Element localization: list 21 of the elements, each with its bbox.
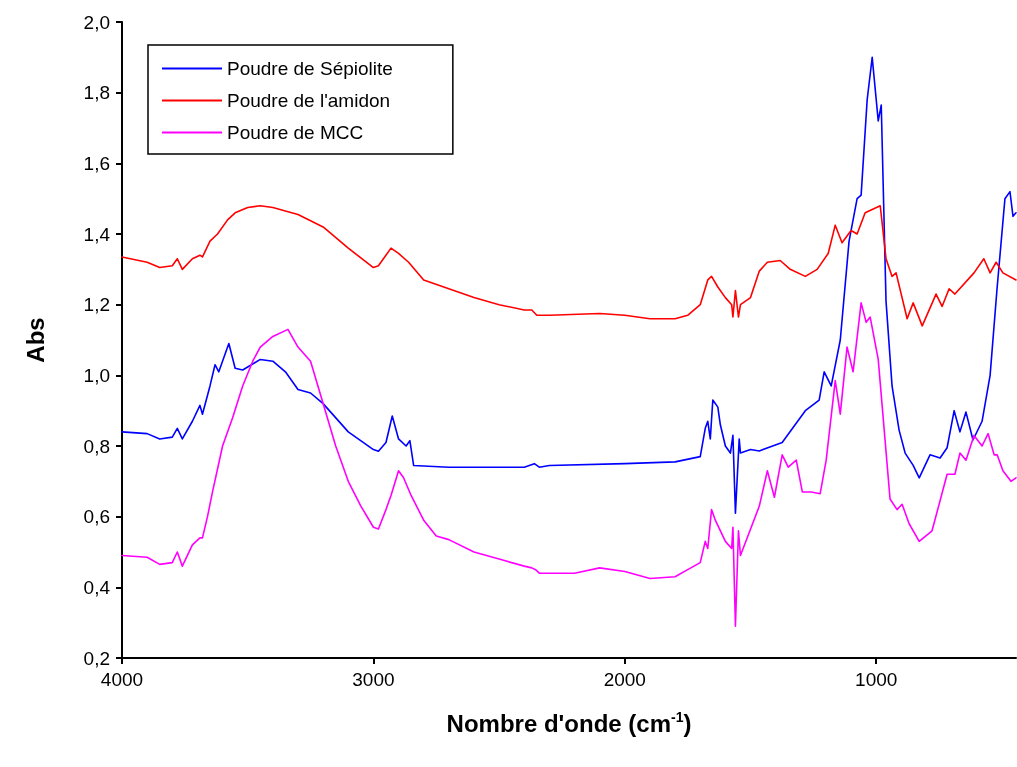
y-tick-label: 0,4 [83, 576, 111, 598]
line-series [121, 56, 1017, 514]
x-tick-label: 2000 [603, 669, 646, 690]
line-series [121, 204, 1017, 327]
y-tick-label: 2,0 [83, 11, 110, 33]
x-tick-label: 4000 [100, 669, 144, 690]
x-tick-label: 1000 [855, 669, 898, 690]
y-tick-label: 1,6 [83, 152, 110, 174]
x-tick-label: 3000 [352, 669, 395, 690]
y-tick-label: 1,2 [83, 294, 110, 316]
y-tick-label: 0,8 [83, 435, 110, 457]
y-tick-label: 1,0 [83, 364, 110, 386]
y-tick-label: 1,8 [83, 82, 110, 104]
y-axis-title: Abs [21, 317, 49, 363]
y-tick-label: 0,6 [83, 506, 110, 528]
y-tick-label: 1,4 [83, 223, 111, 245]
legend-label: Poudre de Sépiolite [227, 58, 393, 79]
legend-label: Poudre de MCC [227, 122, 364, 143]
legend-label: Poudre de l'amidon [227, 90, 391, 111]
y-tick-label: 0,2 [83, 647, 110, 669]
line-series [121, 302, 1017, 627]
